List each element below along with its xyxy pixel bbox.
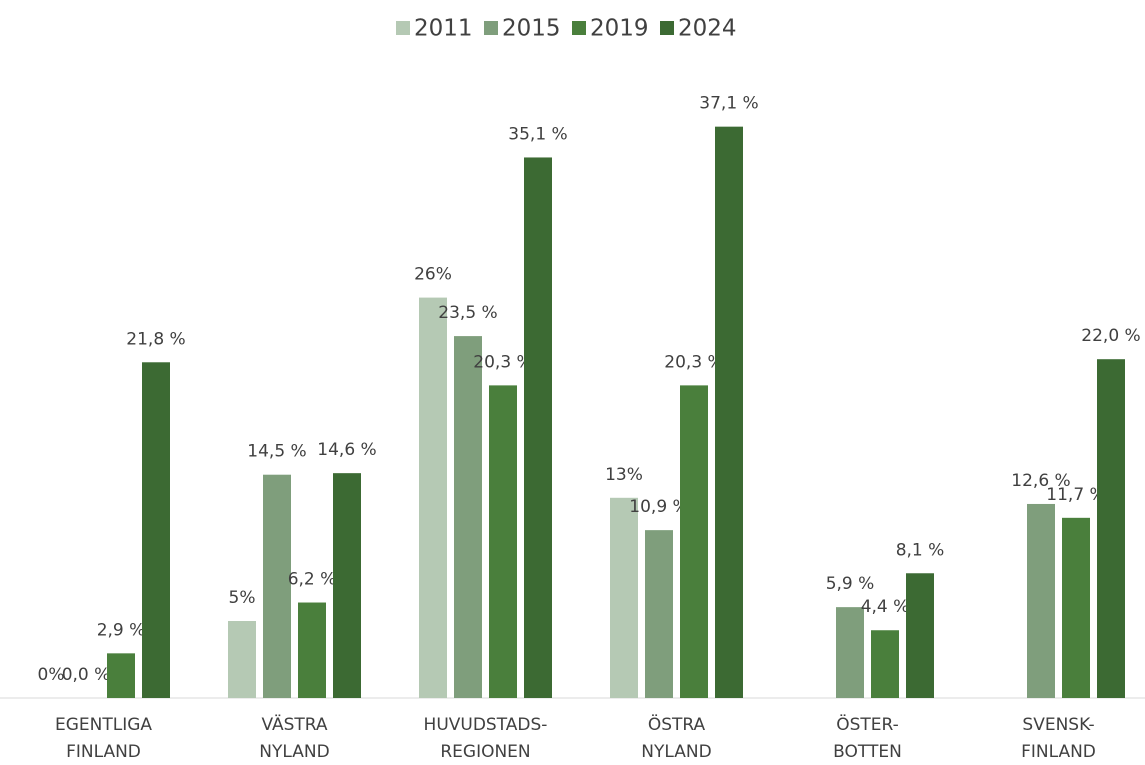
bar xyxy=(298,602,326,698)
bar xyxy=(906,573,934,698)
bar xyxy=(489,385,517,698)
bar xyxy=(1062,517,1090,698)
data-label: 0,0 % xyxy=(62,665,111,685)
data-label: 14,5 % xyxy=(247,442,306,462)
data-label: 26% xyxy=(414,265,452,285)
bar xyxy=(715,126,743,698)
bar xyxy=(228,621,256,698)
bar xyxy=(454,336,482,698)
bar xyxy=(610,497,638,698)
x-tick-label: ÖSTER-BOTTEN xyxy=(833,713,902,762)
x-tick-label: EGENTLIGA FINLAND xyxy=(55,715,152,762)
bar xyxy=(680,385,708,698)
data-label: 21,8 % xyxy=(126,329,185,349)
data-label: 35,1 % xyxy=(508,124,567,144)
data-label: 11,7 % xyxy=(1046,485,1105,505)
legend-label: 2011 xyxy=(414,16,473,42)
bar xyxy=(419,297,447,698)
data-label: 4,4 % xyxy=(861,597,910,617)
bar xyxy=(107,653,135,698)
data-label: 5,9 % xyxy=(826,574,875,594)
bar xyxy=(836,607,864,698)
bar xyxy=(645,530,673,698)
data-label: 14,6 % xyxy=(317,440,376,460)
legend-swatch xyxy=(484,21,498,35)
x-tick-label: SVENSK-FINLAND xyxy=(1021,715,1096,762)
legend-swatch xyxy=(396,21,410,35)
legend-label: 2024 xyxy=(678,16,737,42)
data-label: 13% xyxy=(605,465,643,485)
legend-label: 2019 xyxy=(590,16,649,42)
bar xyxy=(1097,359,1125,698)
data-label: 37,1 % xyxy=(699,94,758,114)
legend: 2011 2015 2019 2024 xyxy=(396,16,737,42)
x-tick-label: HUVUDSTADS-REGIONEN xyxy=(424,715,548,762)
data-label: 23,5 % xyxy=(438,303,497,323)
bar xyxy=(1027,503,1055,698)
x-tick-label: ÖSTRA NYLAND xyxy=(641,713,711,762)
data-label: 2,9 % xyxy=(97,620,146,640)
data-label: 0% xyxy=(38,665,65,685)
legend-swatch xyxy=(660,21,674,35)
data-label: 12,6 % xyxy=(1011,471,1070,491)
data-label: 5% xyxy=(229,588,256,608)
bar xyxy=(524,157,552,698)
data-label: 10,9 % xyxy=(629,497,688,517)
bar xyxy=(142,362,170,698)
bar xyxy=(333,473,361,698)
legend-swatch xyxy=(572,21,586,35)
data-label: 22,0 % xyxy=(1081,326,1140,346)
data-label: 20,3 % xyxy=(664,352,723,372)
legend-label: 2015 xyxy=(502,16,561,42)
data-label: 6,2 % xyxy=(288,570,337,590)
bar xyxy=(263,474,291,698)
x-tick-label: VÄSTRA NYLAND xyxy=(259,714,329,762)
data-label: 8,1 % xyxy=(896,540,945,560)
data-label: 20,3 % xyxy=(473,352,532,372)
bar xyxy=(871,630,899,698)
